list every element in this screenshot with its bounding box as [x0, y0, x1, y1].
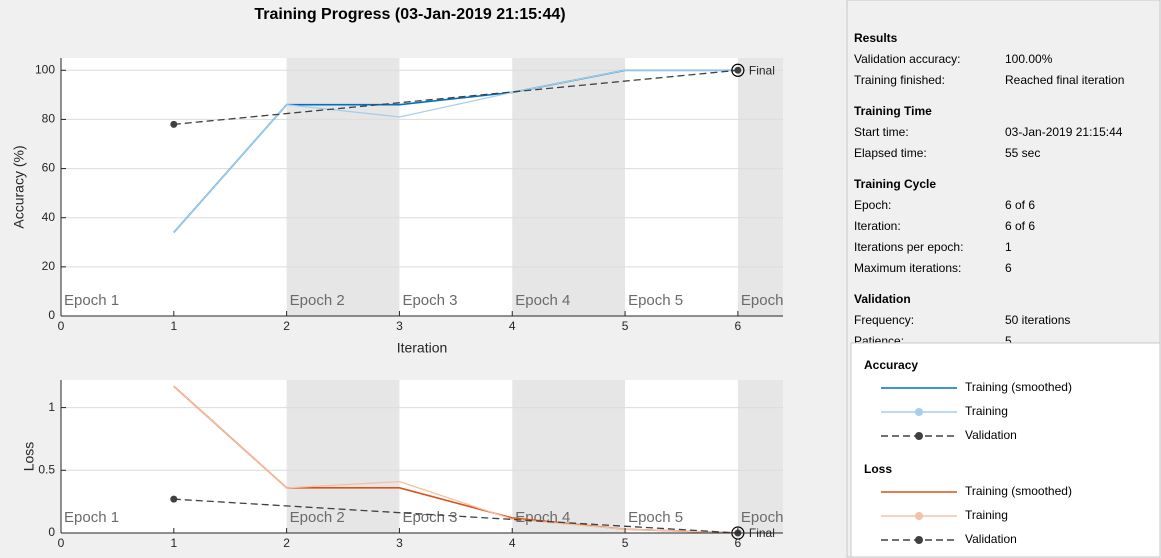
epoch-label: Epoch 4	[515, 292, 570, 309]
y-axis-label: Loss	[21, 442, 37, 472]
x-tick-label: 1	[170, 536, 177, 550]
x-tick-label: 6	[735, 536, 742, 550]
epoch-label: Epoch	[741, 292, 784, 309]
x-tick-label: 2	[283, 536, 290, 550]
y-tick-label: 20	[42, 259, 56, 273]
info-value: 6	[1005, 261, 1012, 275]
y-tick-label: 60	[42, 161, 56, 175]
info-value: 50 iterations	[1005, 313, 1070, 327]
info-value: 100.00%	[1005, 52, 1053, 66]
legend-label: Validation	[965, 428, 1017, 442]
y-tick-label: 0.5	[38, 462, 55, 476]
info-value: 5	[1005, 334, 1012, 348]
info-value: 6 of 6	[1005, 198, 1035, 212]
info-value: 03-Jan-2019 21:15:44	[1005, 125, 1123, 139]
info-heading: Training Time	[854, 104, 932, 118]
epoch-label: Epoch 5	[628, 509, 683, 526]
final-label: Final	[749, 63, 775, 77]
x-tick-label: 3	[396, 536, 403, 550]
y-tick-label: 40	[42, 210, 56, 224]
x-tick-label: 6	[735, 319, 742, 333]
series-line	[173, 69, 738, 233]
info-value: 6 of 6	[1005, 219, 1035, 233]
epoch-band	[737, 58, 783, 316]
plot-area	[61, 380, 783, 533]
y-tick-label: 100	[35, 62, 55, 76]
epoch-label: Epoch 1	[64, 292, 119, 309]
validation-point	[170, 495, 178, 503]
epoch-label: Epoch 1	[64, 509, 119, 526]
epoch-label: Epoch 2	[290, 292, 345, 309]
epoch-label: Epoch 3	[402, 509, 457, 526]
x-tick-label: 3	[396, 319, 403, 333]
info-value: 55 sec	[1005, 146, 1040, 160]
info-label: Start time:	[854, 125, 909, 139]
info-value: 1	[1005, 240, 1012, 254]
legend-marker	[915, 432, 923, 440]
final-marker	[731, 63, 745, 77]
y-tick-label: 1	[48, 400, 55, 414]
legend-title: Loss	[864, 462, 892, 476]
y-tick-label: 0	[48, 308, 55, 322]
legend-title: Accuracy	[864, 358, 918, 372]
legend-label: Validation	[965, 532, 1017, 546]
info-heading: Validation	[854, 292, 911, 306]
epoch-band	[286, 380, 400, 533]
legend-label: Training	[965, 508, 1008, 522]
validation-point	[170, 120, 178, 128]
epoch-label: Epoch	[741, 509, 784, 526]
series-line	[173, 498, 738, 533]
info-label: Epoch:	[854, 198, 891, 212]
legend-panel	[850, 342, 1161, 558]
epoch-label: Epoch 2	[290, 509, 345, 526]
info-label: Training finished:	[854, 73, 945, 87]
legend-marker	[915, 408, 923, 416]
page-title: Training Progress (03-Jan-2019 21:15:44)	[254, 6, 565, 23]
epoch-label: Epoch 3	[402, 292, 457, 309]
info-value: Reached final iteration	[1005, 73, 1124, 87]
x-axis-label: Iteration	[397, 340, 448, 356]
info-label: Iteration:	[854, 219, 901, 233]
legend-marker	[915, 536, 923, 544]
info-label: Frequency:	[854, 313, 914, 327]
info-heading: Results	[854, 31, 898, 45]
legend-label: Training	[965, 404, 1008, 418]
info-label: Validation accuracy:	[854, 52, 961, 66]
x-tick-label: 0	[58, 319, 65, 333]
epoch-band	[512, 58, 626, 316]
info-label: Maximum iterations:	[854, 261, 961, 275]
x-tick-label: 0	[58, 536, 65, 550]
series-line	[173, 69, 738, 125]
info-heading: Training Cycle	[854, 177, 936, 191]
x-tick-label: 5	[622, 536, 629, 550]
epoch-band	[737, 380, 783, 533]
x-tick-label: 5	[622, 319, 629, 333]
y-axis-label: Accuracy (%)	[11, 145, 27, 228]
info-label: Iterations per epoch:	[854, 240, 963, 254]
plot-content: Epoch 1 Epoch 2 Epoch 3 Epoch 4 Epoch 5 Epoch	[61, 380, 783, 533]
epoch-band	[512, 380, 626, 533]
plot-area	[61, 58, 783, 316]
x-tick-label: 4	[509, 319, 516, 333]
epoch-band	[286, 58, 400, 316]
info-label: Elapsed time:	[854, 146, 927, 160]
legend-label: Training (smoothed)	[965, 484, 1072, 498]
x-tick-label: 2	[283, 319, 290, 333]
y-tick-label: 0	[48, 525, 55, 539]
series-line	[173, 385, 738, 533]
y-tick-label: 80	[42, 112, 56, 126]
final-dot	[734, 66, 742, 74]
legend-marker	[915, 512, 923, 520]
epoch-label: Epoch 5	[628, 292, 683, 309]
plot-content: Epoch 1 Epoch 2 Epoch 3 Epoch 4 Epoch 5 Epoch	[61, 58, 783, 316]
x-tick-label: 4	[509, 536, 516, 550]
x-tick-label: 1	[170, 319, 177, 333]
legend-label: Training (smoothed)	[965, 380, 1072, 394]
